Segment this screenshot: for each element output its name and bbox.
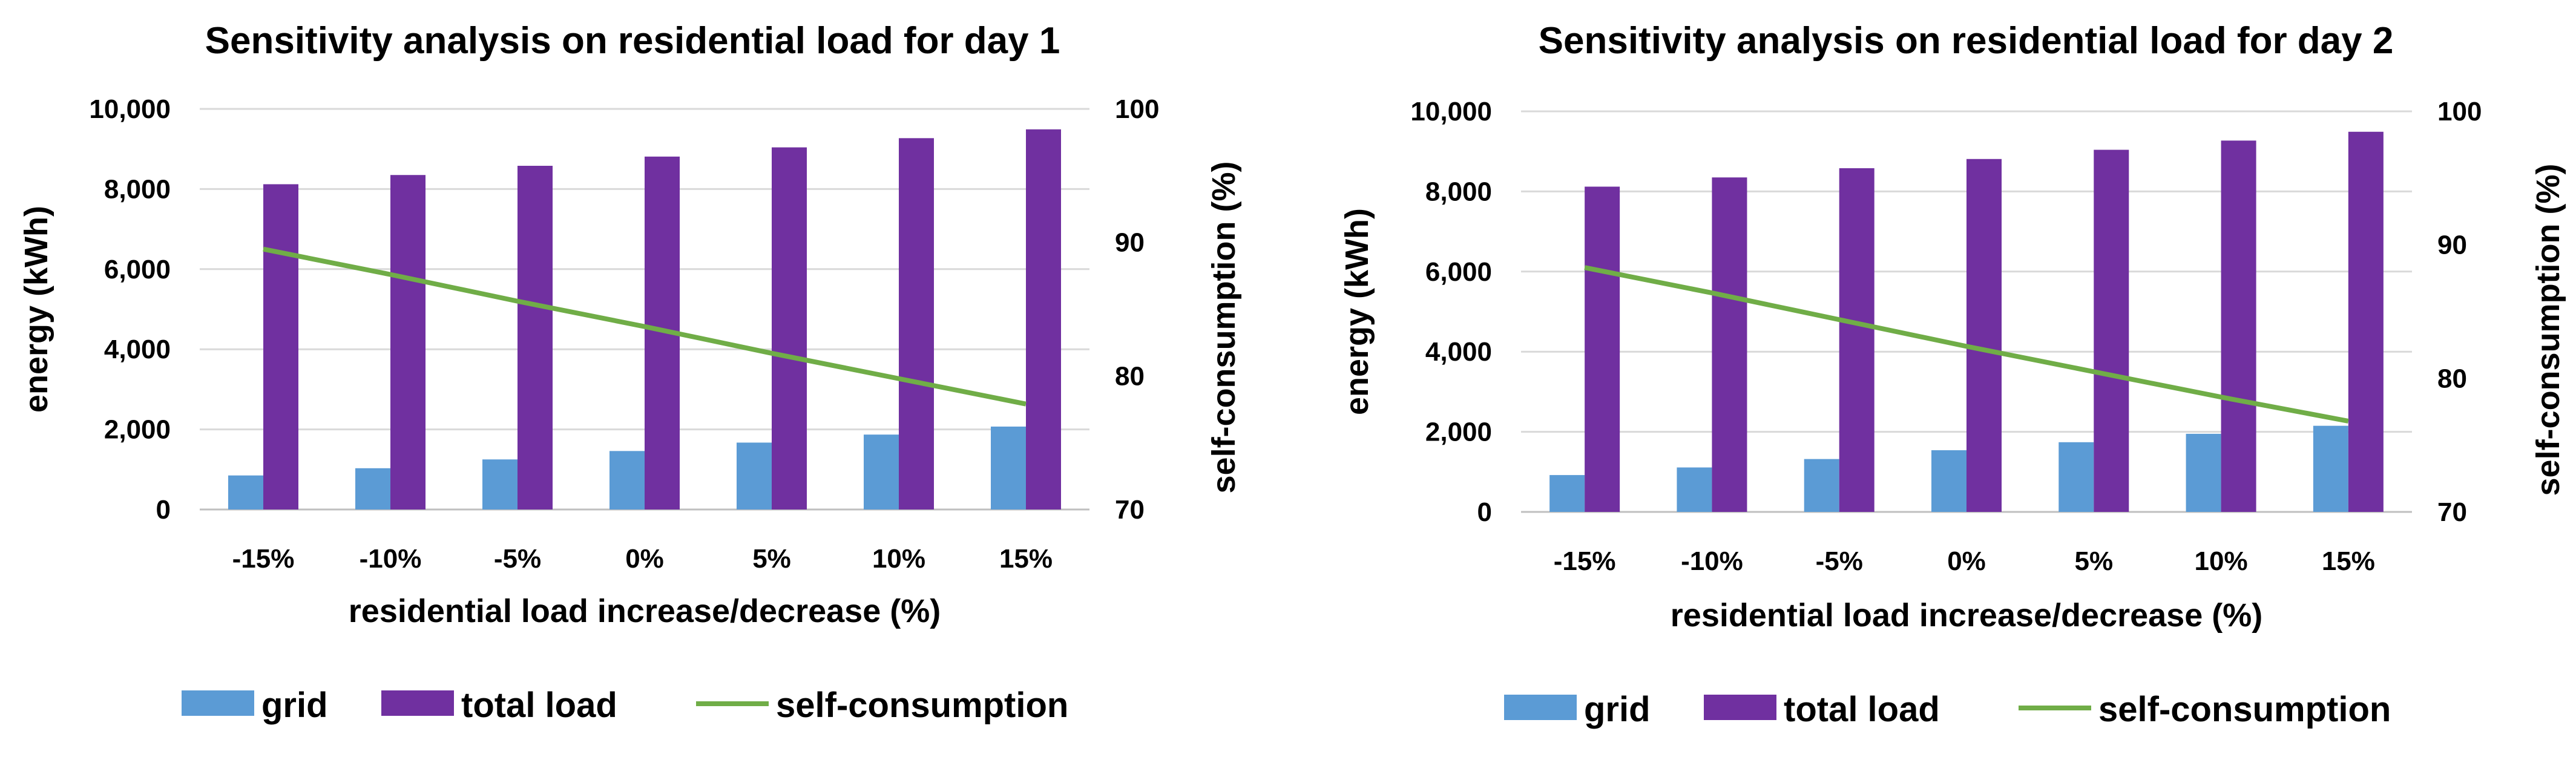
bar-grid: [1549, 475, 1585, 512]
y2-tick-label: 90: [2437, 231, 2467, 260]
y-tick-label: 6,000: [104, 255, 171, 284]
bar-grid: [1804, 459, 1839, 512]
y2-tick-label: 80: [1115, 361, 1145, 391]
bar-grid: [991, 426, 1026, 509]
bar-total-load: [390, 175, 426, 510]
legend-swatch-total-load: [381, 690, 454, 716]
x-tick-label: 0%: [1947, 546, 1986, 576]
bar-total-load: [1585, 186, 1620, 512]
bar-grid: [228, 475, 263, 509]
legend-label-self-consumption: self-consumption: [776, 686, 1068, 725]
bar-total-load: [1026, 129, 1061, 510]
legend-label-grid: grid: [1584, 690, 1651, 729]
bar-grid: [355, 468, 390, 509]
x-tick-label: -15%: [232, 544, 295, 574]
y2-axis-label: self-consumption (%): [2530, 164, 2566, 496]
y2-tick-label: 70: [2437, 497, 2467, 527]
bar-grid: [2058, 442, 2094, 512]
legend-label-total-load: total load: [461, 686, 617, 725]
y-tick-label: 6,000: [1425, 257, 1492, 287]
y-tick-label: 8,000: [104, 174, 171, 204]
x-tick-label: -10%: [360, 544, 422, 574]
bar-total-load: [2094, 149, 2129, 512]
bar-total-load: [1839, 168, 1874, 512]
bar-total-load: [772, 147, 807, 509]
legend-swatch-grid: [182, 690, 254, 716]
y-axis-label: energy (kWh): [18, 206, 54, 413]
bar-total-load: [1966, 159, 2002, 512]
legend: grid total load self-consumption: [1504, 690, 2391, 729]
y2-tick-label: 90: [1115, 228, 1145, 258]
bar-total-load: [518, 166, 553, 509]
y-tick-label: 2,000: [104, 415, 171, 445]
legend-label-total-load: total load: [1784, 690, 1940, 729]
y-tick-label: 10,000: [1410, 97, 1492, 126]
bar-total-load: [263, 184, 298, 509]
y2-tick-label: 80: [2437, 364, 2467, 393]
y-tick-label: 2,000: [1425, 418, 1492, 447]
x-tick-label: 0%: [625, 544, 664, 574]
y2-tick-label: 100: [2437, 97, 2482, 126]
y-tick-label: 8,000: [1425, 177, 1492, 206]
line-self-consumption: [263, 246, 1027, 407]
bar-grid: [610, 451, 645, 509]
y2-axis-label: self-consumption (%): [1206, 162, 1242, 494]
legend: grid total load self-consumption: [182, 686, 1068, 725]
bar-grid: [482, 459, 518, 509]
chart-2: Sensitivity analysis on residential load…: [1339, 20, 2566, 729]
legend-swatch-grid: [1504, 695, 1577, 720]
x-tick-label: 10%: [2195, 546, 2248, 576]
line-self-consumption: [1584, 265, 2349, 424]
bar-grid: [2313, 425, 2348, 512]
x-tick-label: -15%: [1554, 546, 1616, 576]
y-tick-label: 0: [1477, 497, 1492, 527]
chart-1: Sensitivity analysis on residential load…: [18, 20, 1242, 725]
y-axis-label: energy (kWh): [1339, 208, 1375, 415]
y2-tick-label: 70: [1115, 495, 1145, 525]
bar-total-load: [1712, 177, 1747, 513]
bar-total-load: [899, 138, 934, 510]
chart-title: Sensitivity analysis on residential load…: [1539, 20, 2394, 62]
chart-title: Sensitivity analysis on residential load…: [205, 20, 1060, 62]
y-tick-label: 4,000: [104, 335, 171, 364]
y-tick-label: 4,000: [1425, 337, 1492, 367]
x-tick-label: 5%: [752, 544, 791, 574]
legend-swatch-total-load: [1704, 695, 1776, 720]
bar-grid: [864, 434, 899, 509]
x-tick-label: 5%: [2074, 546, 2113, 576]
x-tick-label: -5%: [494, 544, 541, 574]
x-tick-label: 10%: [872, 544, 925, 574]
bar-total-load: [2348, 131, 2384, 513]
bar-grid: [737, 442, 772, 509]
x-axis-label: residential load increase/decrease (%): [1671, 597, 2262, 634]
y-tick-label: 0: [156, 495, 171, 525]
legend-label-grid: grid: [261, 686, 328, 725]
bar-grid: [1677, 467, 1712, 512]
x-tick-label: 15%: [2322, 546, 2375, 576]
bar-total-load: [2221, 140, 2256, 513]
bar-grid: [2186, 433, 2221, 512]
legend-label-self-consumption: self-consumption: [2098, 690, 2391, 729]
bar-grid: [1931, 450, 1966, 512]
x-tick-label: 15%: [999, 544, 1053, 574]
x-axis-label: residential load increase/decrease (%): [349, 593, 941, 629]
x-tick-label: -10%: [1681, 546, 1743, 576]
y2-tick-label: 100: [1115, 94, 1159, 124]
y-tick-label: 10,000: [89, 94, 171, 124]
x-tick-label: -5%: [1816, 546, 1863, 576]
